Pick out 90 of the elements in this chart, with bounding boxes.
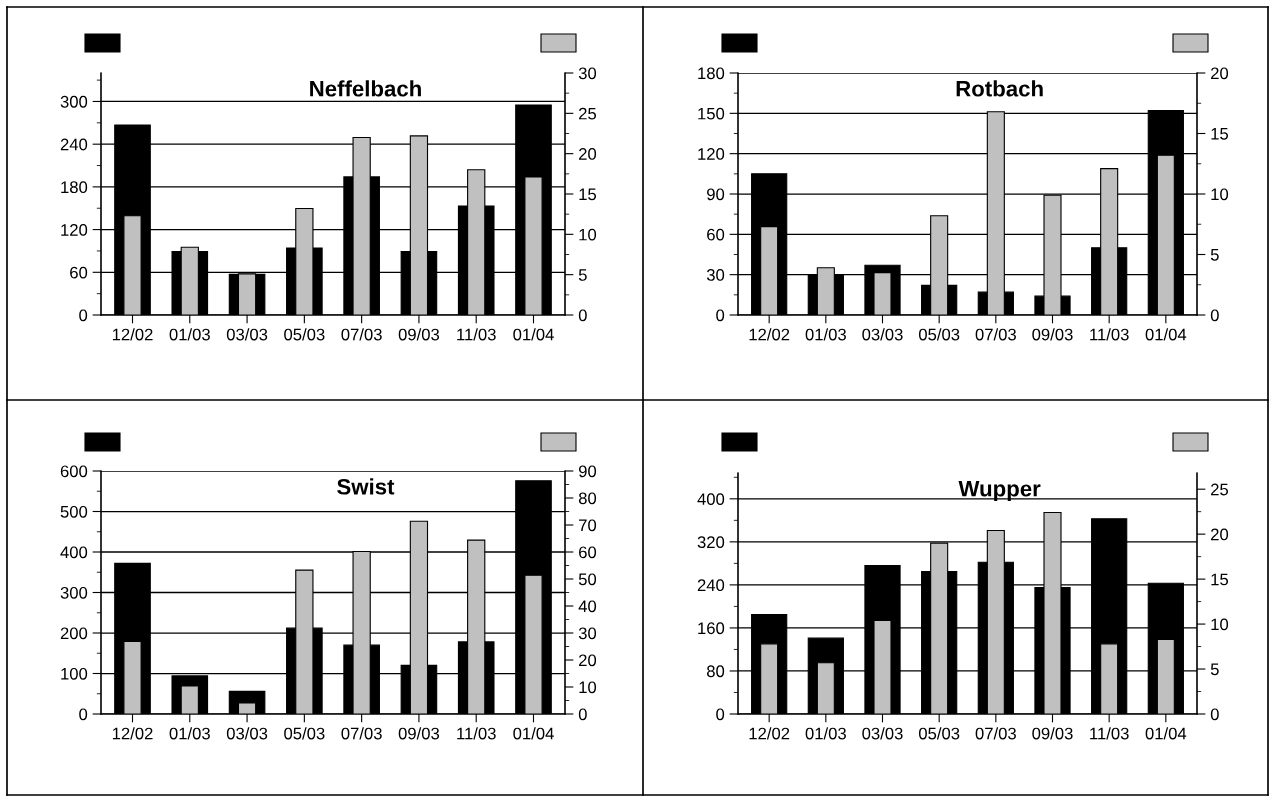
y-tick-label: 300 [60, 95, 88, 108]
x-tick-label: 01/04 [513, 727, 554, 740]
y-tick-label: 120 [61, 223, 88, 236]
x-tick-label: 11/03 [457, 328, 496, 341]
x-tick-label: 05/03 [918, 328, 960, 341]
x-tick-label: 12/02 [112, 727, 153, 740]
chart-title: Wupper [958, 481, 1041, 501]
x-tick-label: 07/03 [341, 727, 382, 740]
y-tick-label: 200 [60, 627, 88, 640]
x-tick-label: 11/03 [457, 727, 496, 740]
y-tick-label: 150 [698, 107, 725, 120]
x-tick-label: 01/03 [805, 328, 846, 341]
y2-tick-label: 5 [1210, 249, 1219, 261]
x-tick-label: 12/02 [749, 727, 790, 740]
x-tick-label: 03/03 [862, 328, 903, 341]
x-tick-label: 09/03 [398, 328, 440, 341]
y2-tick-label: 5 [1210, 663, 1219, 676]
y-tick-label: 100 [61, 667, 88, 680]
y-tick-label: 30 [706, 269, 725, 281]
y2-tick-label: 10 [579, 681, 597, 694]
chart-title: Rotbach [956, 80, 1043, 97]
x-tick-label: 05/03 [284, 328, 325, 341]
x-tick-label: 09/03 [1032, 328, 1073, 341]
y-tick-label: 0 [79, 708, 88, 721]
y2-tick-label: 15 [1211, 128, 1229, 140]
x-tick-label: 05/03 [284, 727, 325, 740]
x-tick-label: 07/03 [975, 328, 1016, 341]
x-tick-label: 12/02 [749, 328, 790, 341]
y2-tick-label: 10 [579, 228, 597, 241]
y-tick-label: 60 [707, 228, 725, 241]
x-tick-label: 05/03 [918, 727, 960, 740]
x-tick-label: 11/03 [1090, 727, 1129, 740]
y2-tick-label: 70 [579, 519, 597, 532]
y2-tick-label: 20 [1211, 67, 1229, 80]
y2-tick-label: 25 [579, 107, 597, 120]
y-tick-label: 240 [697, 579, 725, 592]
y2-tick-label: 0 [578, 708, 587, 721]
x-tick-label: 01/04 [1145, 328, 1187, 341]
y-tick-label: 300 [60, 586, 88, 599]
chart-title: Swist [337, 478, 395, 495]
y-tick-label: 0 [79, 309, 88, 322]
y2-tick-label: 15 [579, 188, 597, 201]
y2-tick-label: 0 [578, 309, 587, 322]
chart-title: Neffelbach [310, 80, 421, 97]
y-tick-label: 90 [707, 188, 725, 201]
y-tick-label: 240 [60, 138, 88, 151]
y2-tick-label: 10 [1211, 188, 1229, 201]
x-tick-label: 01/03 [805, 727, 846, 740]
y2-tick-label: 50 [578, 573, 597, 586]
x-tick-label: 03/03 [226, 328, 268, 341]
y-tick-label: 160 [698, 622, 725, 635]
x-tick-label: 03/03 [226, 727, 268, 740]
x-tick-label: 03/03 [862, 727, 903, 740]
x-tick-label: 07/03 [341, 328, 382, 341]
y2-tick-label: 25 [1211, 483, 1229, 496]
x-tick-label: 01/04 [513, 328, 554, 341]
x-tick-label: 07/03 [975, 727, 1016, 740]
y2-tick-label: 0 [1210, 309, 1219, 322]
x-tick-label: 01/03 [169, 328, 210, 341]
y2-tick-label: 0 [1210, 708, 1219, 721]
y2-tick-label: 20 [579, 654, 597, 667]
y-tick-label: 500 [60, 505, 88, 518]
x-tick-label: 01/04 [1145, 727, 1187, 740]
y-tick-label: 600 [60, 465, 88, 478]
y-tick-label: 120 [698, 148, 725, 160]
y2-tick-label: 90 [578, 465, 597, 478]
y2-tick-label: 80 [578, 492, 597, 505]
x-tick-label: 01/03 [169, 727, 210, 740]
y-tick-label: 180 [698, 67, 725, 80]
y-tick-label: 400 [60, 546, 88, 559]
y-tick-label: 0 [716, 708, 725, 721]
y-tick-label: 80 [706, 665, 725, 678]
y2-tick-label: 40 [578, 600, 597, 613]
y2-tick-label: 20 [579, 148, 597, 160]
x-tick-label: 12/02 [112, 328, 153, 341]
x-tick-label: 09/03 [1032, 727, 1073, 740]
y-tick-label: 180 [61, 181, 88, 194]
y2-tick-label: 5 [578, 269, 587, 281]
y-tick-label: 400 [697, 493, 725, 506]
x-tick-label: 09/03 [398, 727, 440, 740]
x-tick-label: 11/03 [1090, 328, 1129, 341]
y-tick-label: 320 [697, 536, 725, 549]
y2-tick-label: 20 [1211, 528, 1229, 541]
y2-tick-label: 30 [578, 627, 597, 640]
y2-tick-label: 10 [1211, 618, 1229, 631]
y-tick-label: 60 [70, 266, 88, 279]
y2-tick-label: 60 [579, 546, 597, 559]
y2-tick-label: 15 [1211, 573, 1229, 586]
y-tick-label: 0 [716, 309, 725, 322]
y2-tick-label: 30 [578, 67, 597, 80]
